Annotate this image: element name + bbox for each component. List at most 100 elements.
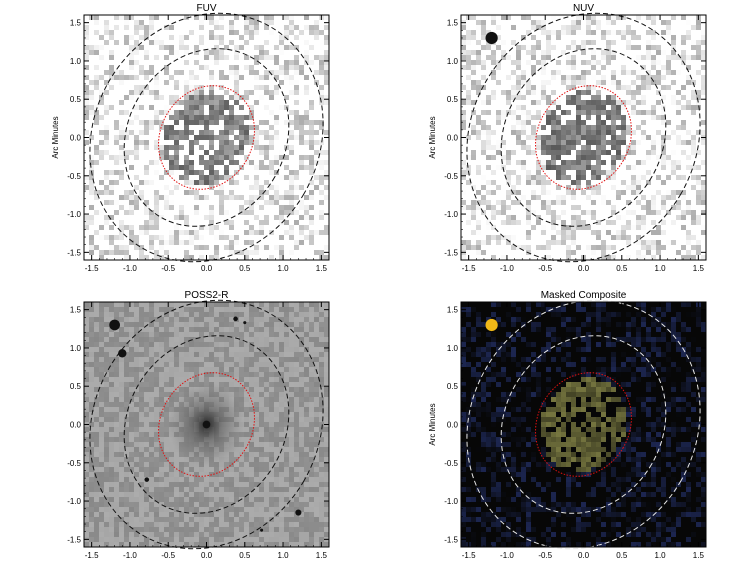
y-tick-label: 0.5 [70,382,82,391]
star-source [233,316,238,322]
contour-layer-composite [466,299,701,550]
y-tick-label: 1.0 [447,344,459,353]
x-tick-label: 1.0 [655,264,667,273]
image-noise-nuv [461,15,706,260]
contour-outer-ellipse [466,299,701,550]
x-tick-label: 0.5 [616,551,628,560]
y-tick-label: -1.0 [67,497,81,506]
contour-outer-ellipse [89,299,324,550]
panel-poss2r: POSS2-R -1.5 -1.5 -1.0 -1.0 -0.5 -0.5 0.0 0.0 0.… [67,290,330,560]
contour-inner-ellipse [123,48,290,227]
x-tick-label: -1.0 [500,264,514,273]
y-tick-label: -1.5 [67,248,81,257]
y-tick-label: 1.5 [447,19,459,28]
aperture-ellipse [535,85,632,190]
y-tick-label: -1.0 [67,210,81,219]
image-noise-composite [461,302,706,547]
y-tick-label: -1.5 [444,248,458,257]
x-tick-label: 1.0 [655,551,667,560]
x-tick-label: 1.5 [316,264,328,273]
y-tick-label: 0.0 [70,134,82,143]
x-tick-label: 0.0 [201,551,213,560]
star-source [295,509,302,516]
y-tick-label: 0.5 [70,95,82,104]
y-tick-label: -1.0 [444,210,458,219]
x-tick-label: 0.0 [578,264,590,273]
x-tick-label: 1.0 [278,551,290,560]
ticks-nuv: -1.5 -1.5 -1.0 -1.0 -0.5 -0.5 0.0 0.0 0.5 0.5 1.0 1… [444,15,706,273]
x-tick-label: -0.5 [538,264,552,273]
x-tick-label: -1.0 [500,551,514,560]
aperture-ellipse [158,85,255,190]
star-source [260,528,264,532]
x-tick-label: -1.0 [123,551,137,560]
y-tick-label: -1.0 [444,497,458,506]
star-source [118,349,127,358]
x-tick-label: -0.5 [161,264,175,273]
x-tick-label: 0.5 [616,264,628,273]
star-source [144,477,150,482]
x-tick-label: -0.5 [538,551,552,560]
contour-layer-fuv [89,12,324,263]
star-source [243,321,247,325]
star-source [485,318,498,332]
ticks-poss2r: -1.5 -1.5 -1.0 -1.0 -0.5 -0.5 0.0 0.0 0.5 0.5 1.0 1… [67,302,329,560]
panel-title-composite: Masked Composite [541,290,627,301]
y-tick-label: -0.5 [67,172,81,181]
x-tick-label: 0.5 [239,264,251,273]
panel-composite: Masked Composite Arc Minutes -1.5-1.5-1.… [428,290,707,560]
y-tick-label: 0.5 [447,95,459,104]
x-tick-label: -1.5 [85,551,99,560]
y-axis-label-fuv: Arc Minutes [51,116,60,158]
panel-title-poss2r: POSS2-R [185,290,229,301]
contour-layer-nuv [466,12,701,263]
image-noise-fuv [84,15,329,260]
x-tick-label: -1.5 [462,264,476,273]
y-tick-label: 1.0 [70,344,82,353]
panel-nuv: NUV Arc Minutes -1.5 -1.5 -1.0 -1.0 -0.5 -0.5… [428,3,707,273]
y-tick-label: -1.5 [444,535,458,544]
y-tick-label: 0.0 [447,134,459,143]
y-tick-label: -0.5 [444,172,458,181]
y-tick-label: 1.5 [70,306,82,315]
x-tick-label: 1.5 [693,264,705,273]
x-tick-label: 0.0 [201,264,213,273]
ticks-composite: -1.5 -1.5 -1.0 -1.0 -0.5 -0.5 0.0 0.0 0.5 0.5 1.0 1… [444,302,706,560]
star-source [485,31,498,45]
y-tick-label: 1.0 [70,57,82,66]
image-noise-poss2r [84,302,329,547]
contour-inner-ellipse [500,335,667,514]
x-tick-label: -1.0 [123,264,137,273]
ticks-fuv: -1.5 -1.5 -1.0 -1.0 -0.5 -0.5 0.0 0.0 0.5 0.5 1.0 1… [67,15,329,273]
x-tick-label: 1.5 [316,551,328,560]
y-tick-label: 0.0 [447,421,459,430]
x-tick-label: 1.5 [693,551,705,560]
x-tick-label: -1.5 [85,264,99,273]
contour-outer-ellipse [89,12,324,263]
y-tick-label: -0.5 [67,459,81,468]
y-tick-label: -0.5 [444,459,458,468]
x-tick-label: 0.0 [578,551,590,560]
panel-fuv: FUV Arc Minutes -1.5 -1.5 -1.0 -1.0 -0.5 -0.5… [51,3,330,273]
panel-title-fuv: FUV [197,3,217,14]
star-source [202,420,211,429]
y-tick-label: 0.0 [70,421,82,430]
panel-title-nuv: NUV [573,3,594,14]
y-tick-label: 1.5 [70,19,82,28]
y-tick-label: -1.5 [67,535,81,544]
x-tick-label: -0.5 [161,551,175,560]
contour-inner-ellipse [123,335,290,514]
y-axis-label-nuv: Arc Minutes [428,116,437,158]
y-tick-label: 1.0 [447,57,459,66]
contour-outer-ellipse [466,12,701,263]
y-tick-label: 0.5 [447,382,459,391]
x-tick-label: 1.0 [278,264,290,273]
aperture-ellipse [158,372,255,477]
aperture-ellipse [535,372,632,477]
y-axis-label-composite: Arc Minutes [428,403,437,445]
star-source [109,319,120,331]
contour-layer-poss2r [89,299,324,550]
x-tick-label: -1.5 [462,551,476,560]
x-tick-label: 0.5 [239,551,251,560]
